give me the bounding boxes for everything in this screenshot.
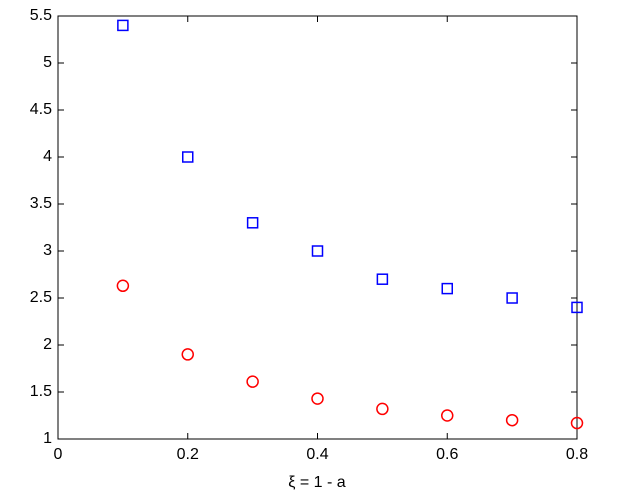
- y-tick-label: 3: [43, 242, 52, 259]
- square-marker: [311, 245, 324, 257]
- circle-marker: [116, 279, 130, 293]
- y-tick-label: 4: [43, 148, 52, 165]
- y-tick-label: 1.5: [30, 383, 52, 400]
- circle-marker: [570, 416, 584, 430]
- x-tick-label: 0.2: [177, 446, 199, 463]
- square-marker: [571, 301, 583, 314]
- axes-box: [57, 15, 578, 440]
- y-tick-label: 2.5: [30, 289, 52, 306]
- square-marker: [506, 292, 518, 304]
- square-marker: [246, 217, 259, 229]
- circle-marker: [181, 348, 194, 361]
- y-tick-label: 3.5: [30, 195, 52, 212]
- circle-marker: [311, 392, 324, 405]
- y-tick-label: 2: [43, 336, 52, 353]
- circle-marker: [441, 409, 454, 422]
- y-tick-label: 5: [43, 54, 52, 71]
- circle-marker: [505, 413, 519, 427]
- x-tick-label: 0.8: [566, 446, 588, 463]
- x-axis-label: ξ = 1 - a: [288, 474, 346, 491]
- square-marker: [117, 19, 129, 32]
- x-tick-label: 0.4: [306, 446, 328, 463]
- x-tick-label: 0: [54, 446, 63, 463]
- square-marker: [376, 273, 389, 285]
- y-tick-label: 1: [43, 430, 52, 447]
- x-tick-label: 0.6: [436, 446, 458, 463]
- y-tick-label: 4.5: [30, 101, 52, 118]
- square-marker: [441, 282, 453, 295]
- y-tick-label: 5.5: [30, 7, 52, 24]
- circle-marker: [376, 402, 389, 416]
- square-marker: [182, 151, 194, 163]
- circle-marker: [246, 375, 259, 388]
